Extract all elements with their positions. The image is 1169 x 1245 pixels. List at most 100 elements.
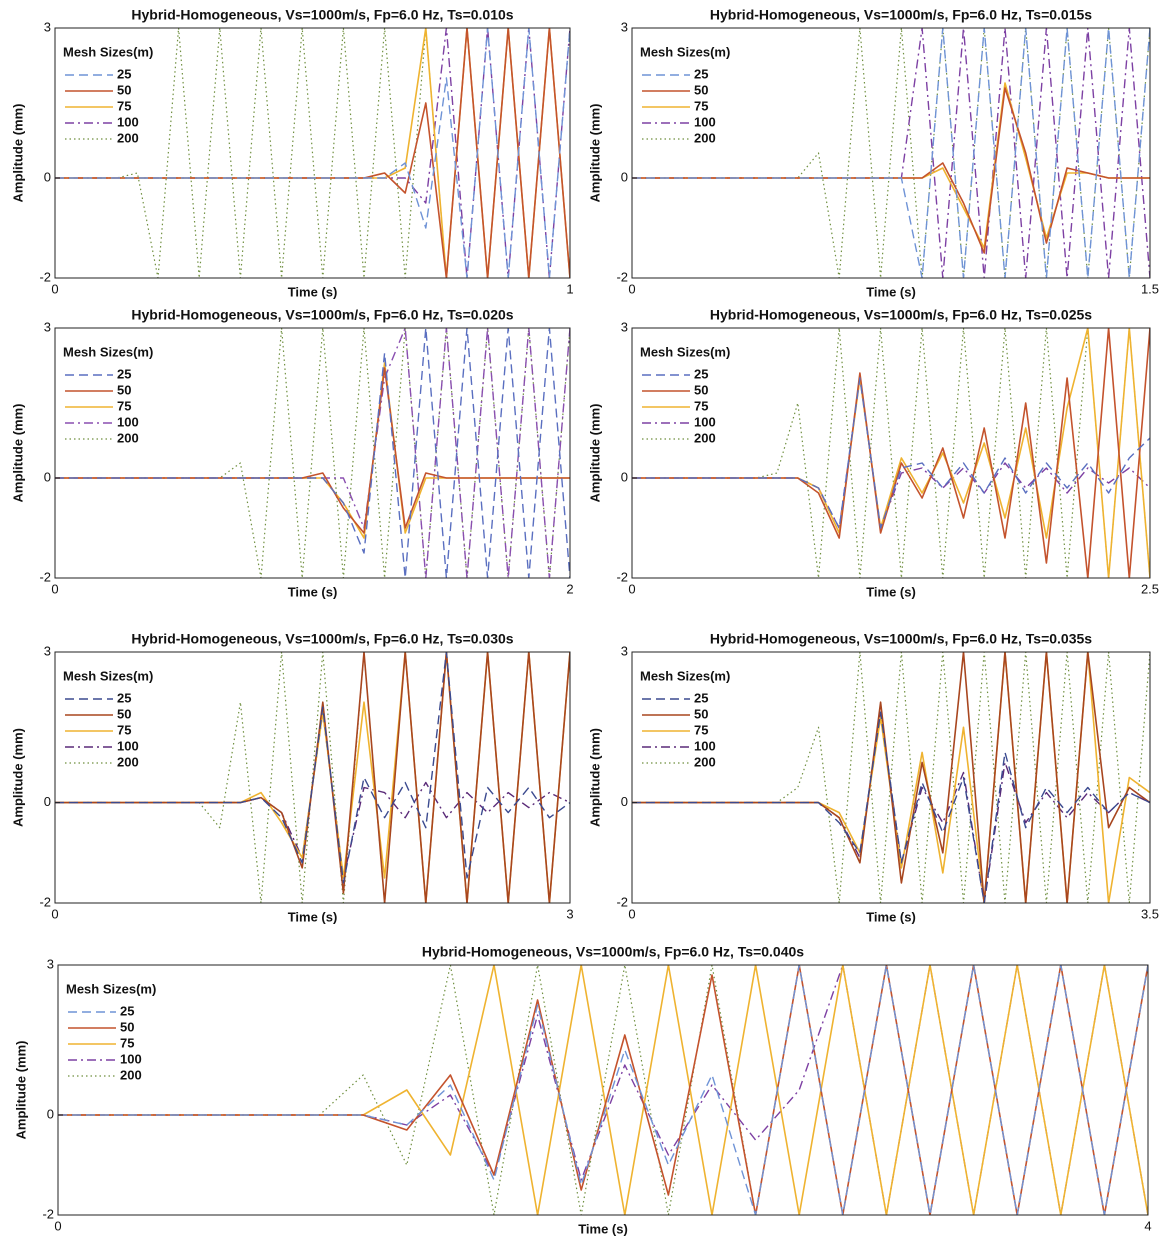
x-tick-label: 1.5 — [1141, 281, 1159, 296]
series-line — [55, 328, 570, 578]
x-tick-label: 3 — [566, 906, 573, 921]
y-tick-label: -2 — [616, 269, 628, 284]
legend-label: 50 — [120, 1019, 134, 1034]
x-tick-label: 4 — [1144, 1218, 1151, 1233]
series-line — [632, 652, 1150, 903]
x-axis-label: Time (s) — [866, 584, 916, 599]
y-tick-label: -2 — [39, 894, 51, 909]
series-line — [632, 711, 1150, 903]
series-line — [55, 652, 570, 903]
chart-title: Hybrid-Homogeneous, Vs=1000m/s, Fp=6.0 H… — [131, 307, 513, 323]
series-line — [632, 377, 1150, 529]
legend-label: 200 — [694, 430, 716, 445]
x-tick-label: 0 — [51, 906, 58, 921]
axes-frame — [54, 651, 571, 904]
series-line — [632, 28, 1150, 278]
legend-label: 50 — [694, 706, 708, 721]
chart-title: Hybrid-Homogeneous, Vs=1000m/s, Fp=6.0 H… — [710, 307, 1092, 323]
y-tick-label: -2 — [39, 269, 51, 284]
x-tick-label: 3.5 — [1141, 906, 1159, 921]
legend-label: 100 — [117, 738, 139, 753]
legend-label: 75 — [694, 98, 708, 113]
series-line — [632, 28, 1150, 278]
legend-label: 100 — [120, 1051, 142, 1066]
legend-title: Mesh Sizes(m) — [63, 668, 153, 683]
y-tick-label: 3 — [44, 19, 51, 34]
legend-label: 25 — [117, 366, 131, 381]
legend-title: Mesh Sizes(m) — [63, 344, 153, 359]
legend-label: 75 — [117, 722, 131, 737]
y-tick-label: 0 — [44, 794, 51, 809]
legend-label: 50 — [117, 382, 131, 397]
y-tick-label: 3 — [621, 319, 628, 334]
legend-label: 50 — [694, 382, 708, 397]
legend-label: 75 — [694, 398, 708, 413]
series-line — [632, 328, 1150, 578]
plot-area — [55, 28, 570, 278]
y-tick-label: 0 — [44, 169, 51, 184]
y-axis-label: Amplitude (mm) — [10, 728, 25, 827]
plot-area — [632, 328, 1150, 578]
x-tick-label: 0 — [628, 581, 635, 596]
series-line — [55, 652, 570, 884]
legend-label: 25 — [117, 66, 131, 81]
plot-area — [632, 28, 1150, 278]
x-axis-label: Time (s) — [288, 584, 338, 599]
series-line — [55, 28, 570, 278]
chart-title: Hybrid-Homogeneous, Vs=1000m/s, Fp=6.0 H… — [710, 7, 1092, 23]
legend-label: 100 — [694, 738, 716, 753]
y-tick-label: 3 — [47, 956, 54, 971]
series-line — [632, 328, 1150, 578]
y-tick-label: -2 — [42, 1206, 54, 1221]
x-axis-label: Time (s) — [288, 284, 338, 299]
series-line — [632, 87, 1150, 254]
x-tick-label: 0 — [628, 906, 635, 921]
axes-frame — [57, 964, 1149, 1216]
x-tick-label: 2 — [566, 581, 573, 596]
x-tick-label: 2.5 — [1141, 581, 1159, 596]
series-line — [55, 328, 570, 578]
legend-label: 100 — [694, 414, 716, 429]
legend-label: 25 — [694, 66, 708, 81]
legend-label: 200 — [694, 130, 716, 145]
y-axis-label: Amplitude (mm) — [587, 104, 602, 203]
plot-area — [58, 965, 1148, 1215]
x-tick-label: 0 — [628, 281, 635, 296]
axes-frame — [631, 327, 1151, 579]
x-axis-label: Time (s) — [866, 909, 916, 924]
y-tick-label: -2 — [39, 569, 51, 584]
axes-frame — [54, 27, 571, 279]
series-line — [632, 28, 1150, 278]
chart-title: Hybrid-Homogeneous, Vs=1000m/s, Fp=6.0 H… — [131, 631, 513, 647]
legend-title: Mesh Sizes(m) — [640, 668, 730, 683]
y-tick-label: 3 — [44, 643, 51, 658]
legend-label: 200 — [694, 754, 716, 769]
y-tick-label: -2 — [616, 569, 628, 584]
series-line — [55, 28, 570, 278]
legend-label: 200 — [120, 1067, 142, 1082]
legend-title: Mesh Sizes(m) — [66, 981, 156, 996]
y-axis-label: Amplitude (mm) — [10, 404, 25, 503]
y-tick-label: 0 — [44, 469, 51, 484]
legend-title: Mesh Sizes(m) — [640, 44, 730, 59]
x-tick-label: 0 — [51, 281, 58, 296]
series-line — [632, 328, 1150, 578]
plot-area — [632, 652, 1150, 903]
axes-frame — [631, 27, 1151, 279]
x-tick-label: 1 — [566, 281, 573, 296]
legend-label: 50 — [694, 82, 708, 97]
legend-label: 100 — [694, 114, 716, 129]
chart-title: Hybrid-Homogeneous, Vs=1000m/s, Fp=6.0 H… — [131, 7, 513, 23]
x-tick-label: 0 — [54, 1218, 61, 1233]
legend-label: 25 — [694, 366, 708, 381]
y-tick-label: 0 — [621, 469, 628, 484]
legend-label: 200 — [117, 130, 139, 145]
x-axis-label: Time (s) — [866, 284, 916, 299]
y-axis-label: Amplitude (mm) — [587, 404, 602, 503]
